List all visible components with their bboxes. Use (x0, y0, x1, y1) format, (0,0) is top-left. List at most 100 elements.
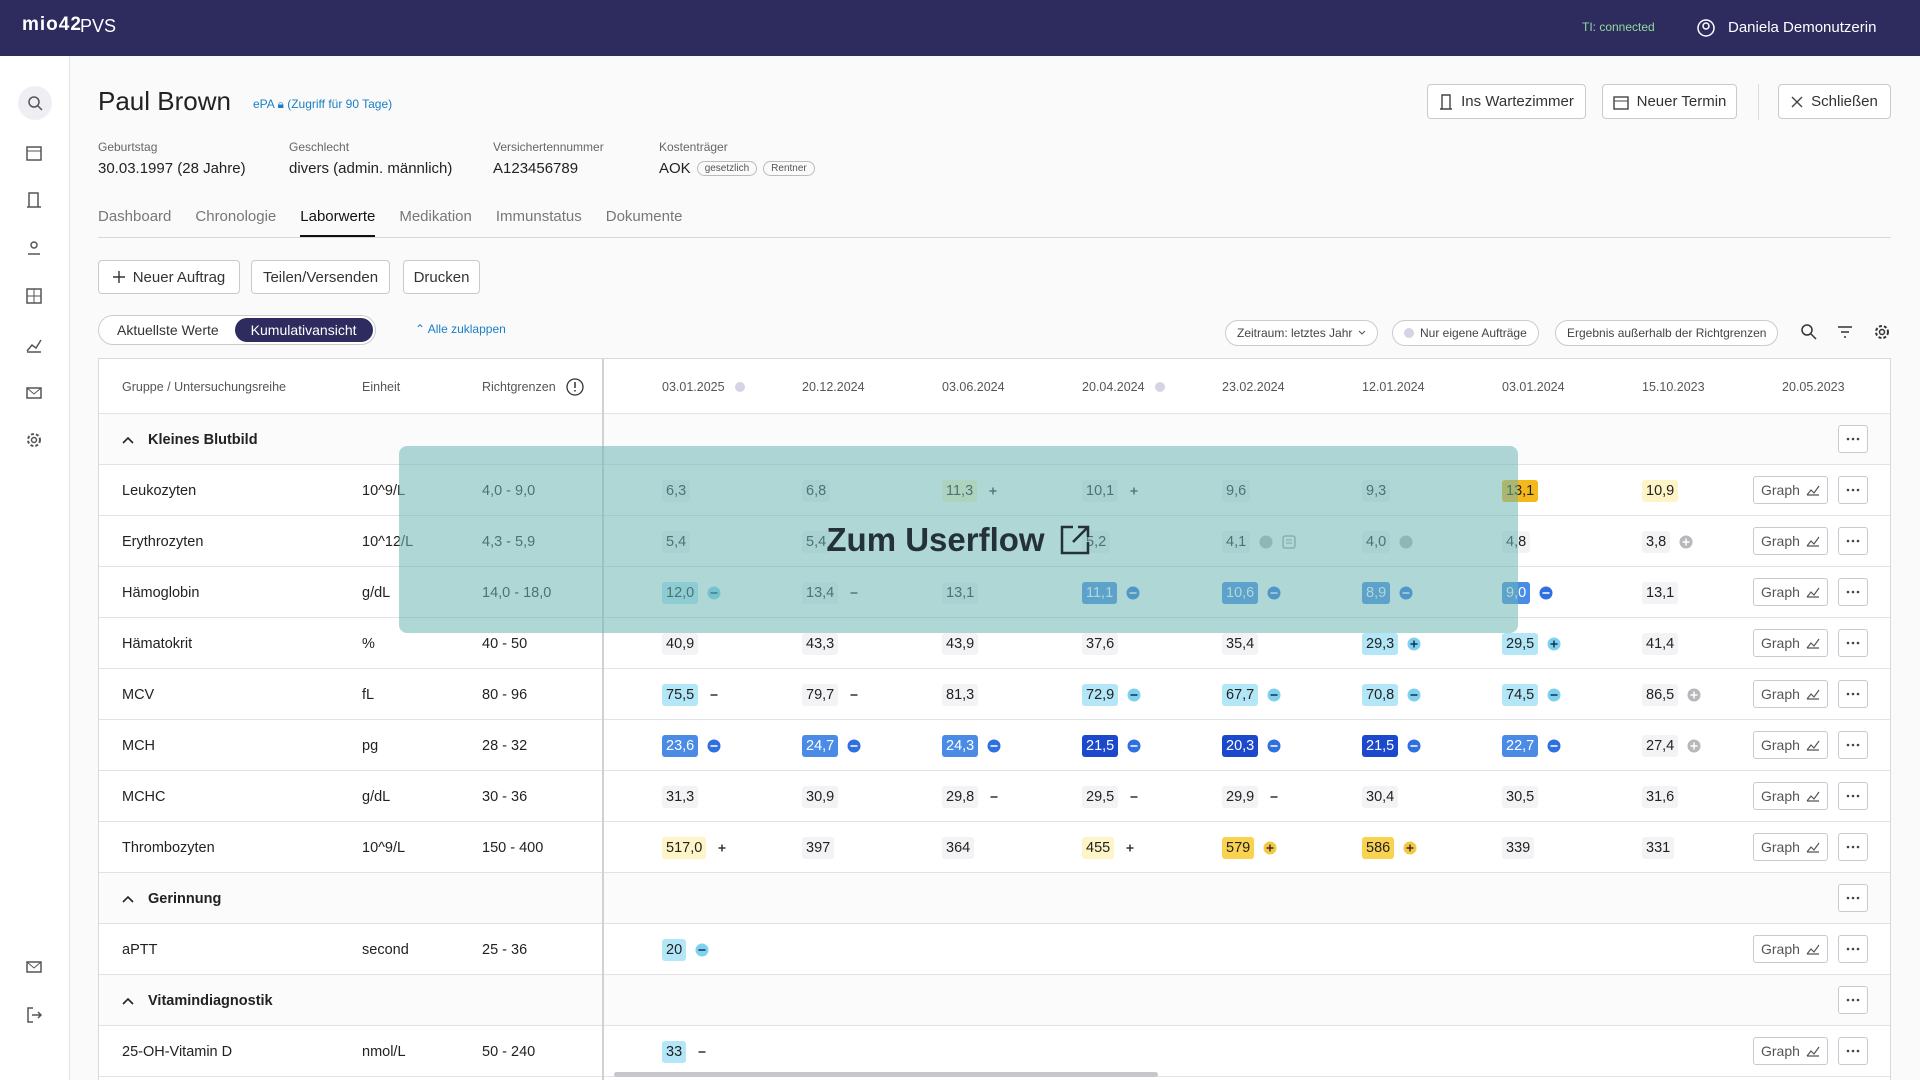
field-label: Geschlecht (289, 140, 350, 154)
group-toggle[interactable]: Vitamindiagnostik (122, 975, 273, 1026)
more-button[interactable] (1838, 884, 1868, 912)
tab[interactable]: Dashboard (98, 208, 172, 225)
value-pill: 30,5 (1502, 785, 1539, 808)
value-pill: 586 (1362, 836, 1395, 859)
status-icon (1547, 637, 1561, 651)
user-icon (1697, 19, 1715, 37)
date-header: 20.12.2024 (802, 359, 865, 414)
graph-button[interactable]: Graph (1753, 578, 1828, 606)
userflow-overlay[interactable]: Zum Userflow (399, 446, 1518, 633)
group-toggle[interactable]: Gerinnung (122, 873, 221, 924)
value-pill: 579 (1222, 836, 1255, 859)
action-button[interactable]: Neuer Termin (1602, 84, 1737, 119)
lab-value: 79,7 (802, 669, 861, 720)
more-button[interactable] (1838, 476, 1868, 504)
nav-messages[interactable] (24, 957, 44, 977)
action-button[interactable]: Ins Wartezimmer (1427, 84, 1586, 119)
lab-value: 455 (1082, 822, 1137, 873)
value-pill: 75,5 (662, 683, 699, 706)
tabs: Dashboard Chronologie Laborwerte Medikation… (98, 208, 1891, 238)
filter-chip[interactable]: Nur eigene Aufträge (1392, 320, 1539, 346)
toolbar-button[interactable]: Teilen/Versenden (251, 260, 390, 294)
tab[interactable]: Dokumente (605, 208, 683, 225)
graph-button[interactable]: Graph (1753, 527, 1828, 555)
graph-button[interactable]: Graph (1753, 782, 1828, 810)
value-pill: 81,3 (942, 683, 979, 706)
filter-chip[interactable]: Zeitraum: letztes Jahr (1225, 320, 1379, 346)
graph-button[interactable]: Graph (1753, 935, 1828, 963)
value-pill: 74,5 (1502, 683, 1539, 706)
group-toggle[interactable]: Kleines Blutbild (122, 414, 258, 465)
more-button[interactable] (1838, 425, 1868, 453)
tab[interactable]: Medikation (399, 208, 472, 225)
toolbar-button[interactable]: Neuer Auftrag (98, 260, 240, 294)
nav-search[interactable] (18, 86, 52, 120)
more-button[interactable] (1838, 731, 1868, 759)
filter-label: Ergebnis außerhalb der Richtgrenzen (1567, 326, 1767, 340)
more-button[interactable] (1838, 680, 1868, 708)
more-button[interactable] (1838, 629, 1868, 657)
lab-value: 41,4 (1642, 618, 1679, 669)
nav-calc[interactable] (24, 286, 44, 306)
nav-logout[interactable] (24, 1005, 44, 1025)
collapse-all[interactable]: ⌃ Alle zuklappen (415, 322, 506, 336)
action-label: Neuer Termin (1636, 93, 1727, 110)
more-button[interactable] (1838, 527, 1868, 555)
more-button[interactable] (1838, 833, 1868, 861)
badge: Rentner (763, 161, 815, 176)
nav-settings[interactable] (24, 430, 44, 450)
epa-status[interactable]: ePA 🔒︎ (Zugriff für 90 Tage) (253, 97, 393, 111)
value-pill: 72,9 (1082, 683, 1119, 706)
lab-value: 30,4 (1362, 771, 1399, 822)
toolbar-button[interactable]: Drucken (403, 260, 480, 294)
graph-button[interactable]: Graph (1753, 680, 1828, 708)
scrollbar[interactable] (614, 1072, 1158, 1077)
graph-button[interactable]: Graph (1753, 1037, 1828, 1065)
graph-label: Graph (1761, 533, 1800, 549)
field-value: AOK gesetzlich Rentner (659, 160, 815, 177)
view-option[interactable]: Aktuellste Werte (117, 322, 219, 338)
lab-value: 40,9 (662, 618, 699, 669)
graph-button[interactable]: Graph (1753, 629, 1828, 657)
more-button[interactable] (1838, 986, 1868, 1014)
graph-button[interactable]: Graph (1753, 731, 1828, 759)
lab-row: MCH pg 28 - 32 23,6 24,7 24,3 21,5 20,3 21,5 22,7… (99, 720, 1890, 771)
more-button[interactable] (1838, 782, 1868, 810)
more-button[interactable] (1838, 578, 1868, 606)
filter-chip[interactable]: Ergebnis außerhalb der Richtgrenzen (1555, 320, 1779, 346)
lab-value: 23,6 (662, 720, 721, 771)
lab-value: 33 (662, 1026, 709, 1077)
value-pill: 23,6 (662, 734, 699, 757)
nav-calendar[interactable] (24, 143, 44, 163)
lab-value: 29,3 (1362, 618, 1421, 669)
nav-patient[interactable] (24, 238, 44, 258)
lab-value: 13,1 (1642, 567, 1679, 618)
view-option[interactable]: Kumulativansicht (234, 318, 373, 342)
graph-button[interactable]: Graph (1753, 476, 1828, 504)
settings-icon[interactable] (1873, 323, 1891, 341)
divider (1758, 84, 1759, 120)
date-label: 12.01.2024 (1362, 379, 1425, 394)
tab[interactable]: Chronologie (195, 208, 277, 225)
tab[interactable]: Laborwerte (300, 208, 376, 237)
lab-row: Hämatokrit% 40 - 50 40,9 43,3 43,9 37,6 35,4 29… (99, 618, 1890, 669)
graph-button[interactable]: Graph (1753, 833, 1828, 861)
badge: gesetzlich (696, 161, 758, 176)
status-icon (715, 841, 729, 855)
nav-mail[interactable] (24, 383, 44, 403)
nav-stats[interactable] (24, 335, 44, 355)
lab-value: 331 (1642, 822, 1675, 873)
action-button[interactable]: Schließen (1778, 84, 1891, 119)
tab[interactable]: Immunstatus (495, 208, 582, 225)
user-name[interactable]: Daniela Demonutzerin (1728, 19, 1877, 36)
nav-room[interactable] (24, 190, 44, 210)
more-button[interactable] (1838, 1037, 1868, 1065)
search-icon[interactable] (1800, 323, 1818, 341)
filter-icon[interactable] (1836, 323, 1854, 341)
lab-value: 67,7 (1222, 669, 1281, 720)
status-icon (1123, 841, 1137, 855)
date-label: 03.01.2024 (1502, 379, 1565, 394)
more-button[interactable] (1838, 935, 1868, 963)
test-name: MCH (122, 737, 156, 754)
